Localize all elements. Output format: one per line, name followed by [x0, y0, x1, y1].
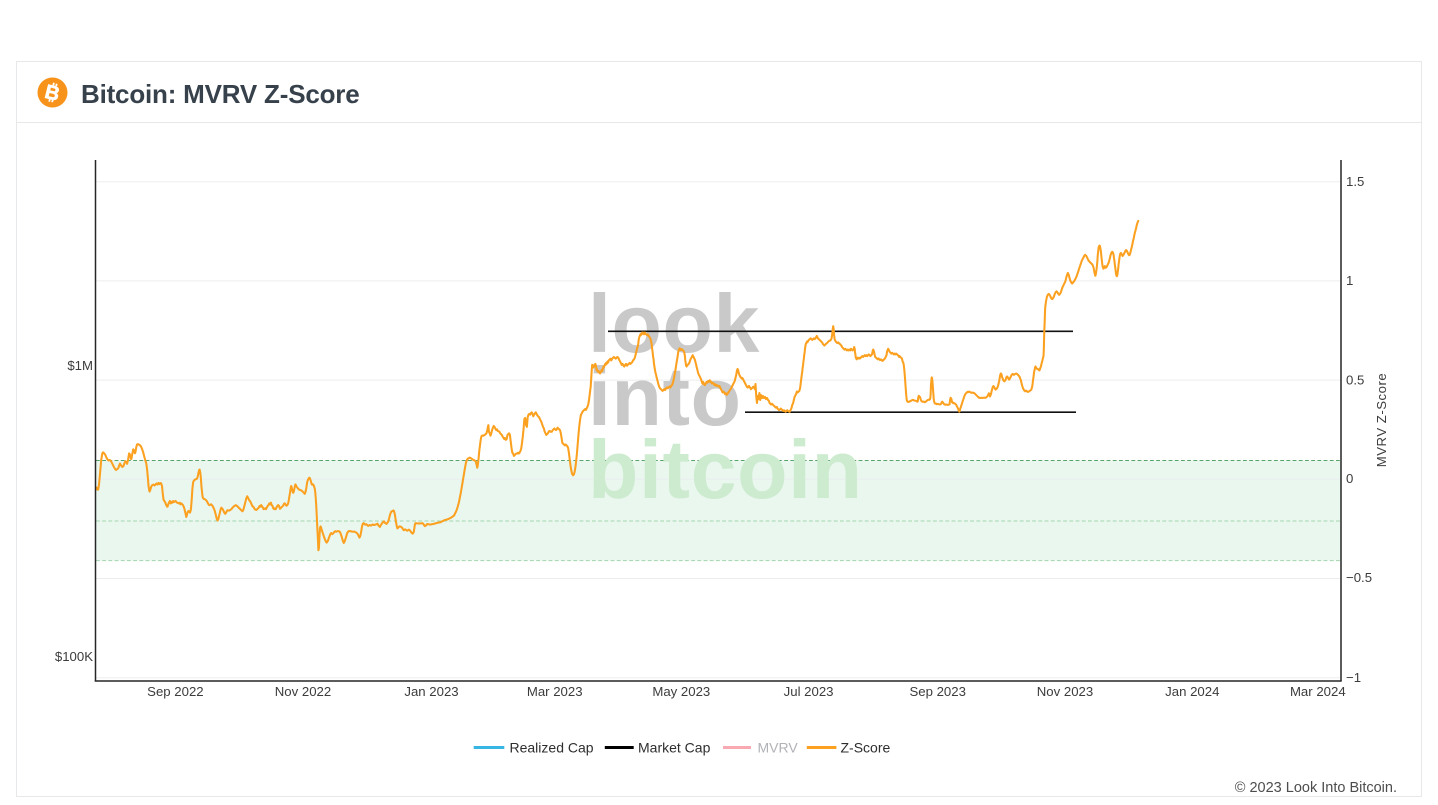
svg-text:Sep 2022: Sep 2022 — [147, 684, 203, 699]
svg-text:Mar 2024: Mar 2024 — [1290, 684, 1346, 699]
svg-text:−1: −1 — [1346, 670, 1361, 685]
svg-text:MVRV Z-Score: MVRV Z-Score — [1374, 373, 1389, 467]
svg-text:May 2023: May 2023 — [652, 684, 710, 699]
svg-text:Mar 2023: Mar 2023 — [527, 684, 583, 699]
svg-text:Jan 2023: Jan 2023 — [404, 684, 458, 699]
svg-text:B: B — [42, 81, 61, 106]
svg-text:0: 0 — [1346, 471, 1353, 486]
svg-text:into: into — [588, 351, 742, 443]
svg-text:$1M: $1M — [67, 358, 93, 373]
svg-text:MVRV: MVRV — [758, 740, 799, 756]
svg-text:Z-Score: Z-Score — [841, 740, 891, 756]
svg-text:Nov 2022: Nov 2022 — [275, 684, 331, 699]
svg-text:look: look — [588, 278, 760, 370]
svg-text:Market Cap: Market Cap — [638, 740, 711, 756]
svg-text:Realized Cap: Realized Cap — [510, 740, 594, 756]
svg-text:0.5: 0.5 — [1346, 372, 1364, 387]
svg-text:1.5: 1.5 — [1346, 174, 1364, 189]
svg-text:Jul 2023: Jul 2023 — [784, 684, 834, 699]
svg-text:Jan 2024: Jan 2024 — [1165, 684, 1219, 699]
svg-text:1: 1 — [1346, 273, 1353, 288]
svg-text:bitcoin: bitcoin — [588, 424, 863, 516]
svg-text:−0.5: −0.5 — [1346, 570, 1372, 585]
svg-text:Nov 2023: Nov 2023 — [1037, 684, 1093, 699]
svg-text:Sep 2023: Sep 2023 — [909, 684, 965, 699]
svg-text:$100K: $100K — [55, 649, 93, 664]
